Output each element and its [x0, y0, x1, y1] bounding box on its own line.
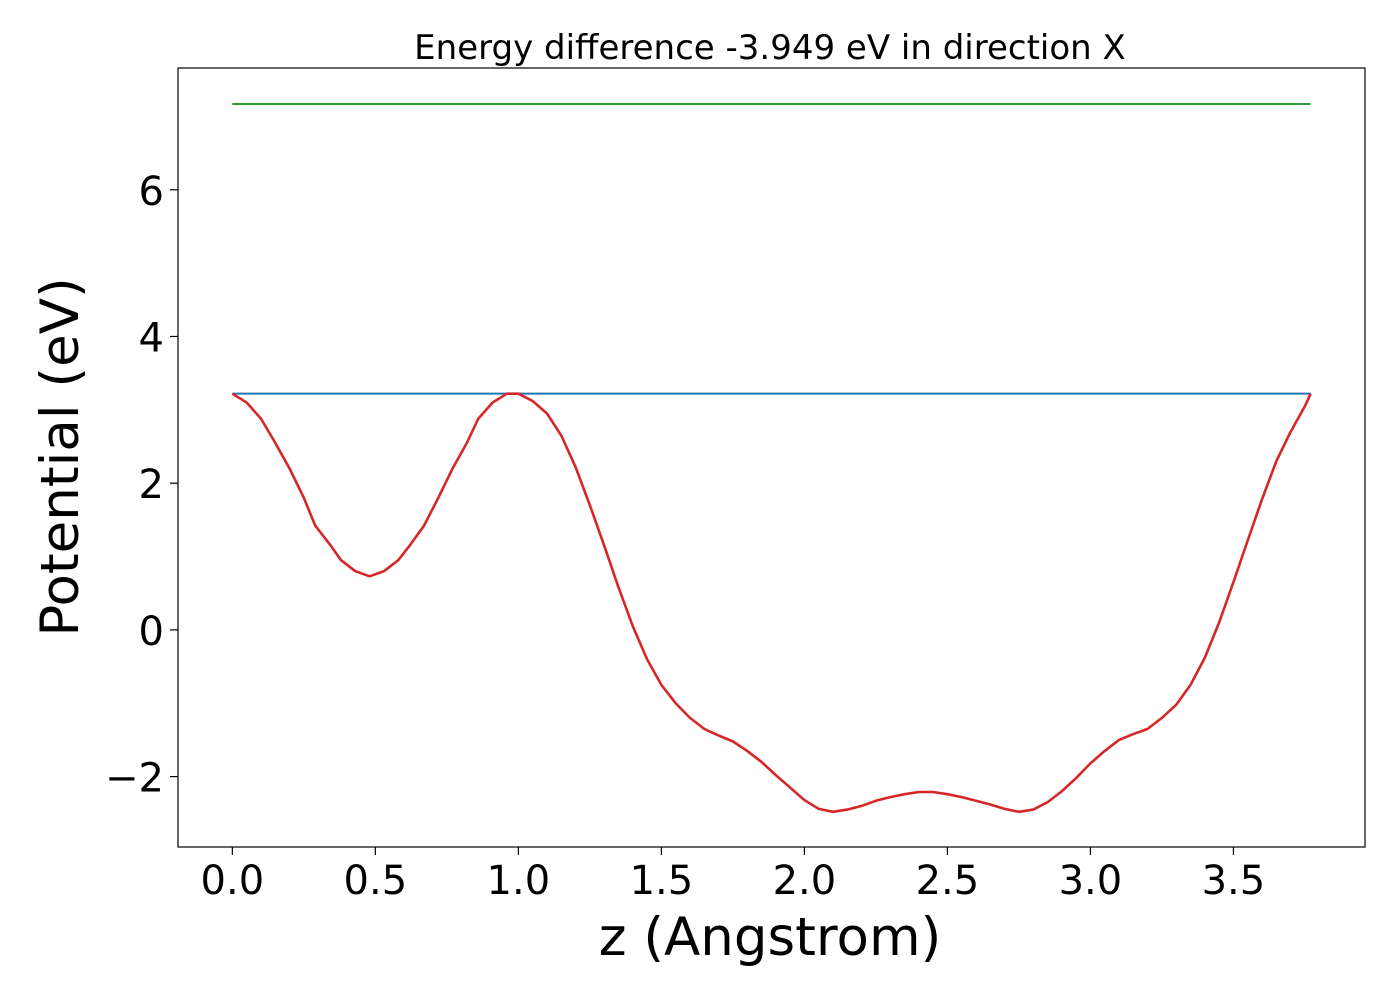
x-tick-label: 3.0 — [1059, 858, 1123, 904]
chart-title: Energy difference -3.949 eV in direction… — [414, 28, 1126, 68]
x-tick-label: 1.5 — [630, 858, 694, 904]
x-axis-title: z (Angstrom) — [599, 907, 942, 968]
ticks-layer: 0.0 0.5 1.0 1.5 2.0 2.5 3.0 3.5 −2 0 2 4 6 — [105, 169, 1265, 904]
y-axis-title: Potential (eV) — [30, 277, 91, 636]
y-tick-label: 4 — [139, 315, 164, 361]
x-tick-label: 1.0 — [487, 858, 551, 904]
y-tick-label: 6 — [139, 169, 164, 215]
x-tick-label: 3.5 — [1202, 858, 1266, 904]
x-tick-label: 2.5 — [916, 858, 980, 904]
y-tick-label: 0 — [139, 609, 164, 655]
y-tick-label: 2 — [139, 462, 164, 508]
x-tick-label: 2.0 — [773, 858, 837, 904]
y-tick-label: −2 — [105, 756, 164, 802]
series-line-2 — [231, 392, 1312, 814]
plot-frame — [177, 67, 1366, 848]
plot-layer — [231, 102, 1312, 814]
x-tick-label: 0.5 — [344, 858, 408, 904]
x-tick-label: 0.0 — [201, 858, 265, 904]
